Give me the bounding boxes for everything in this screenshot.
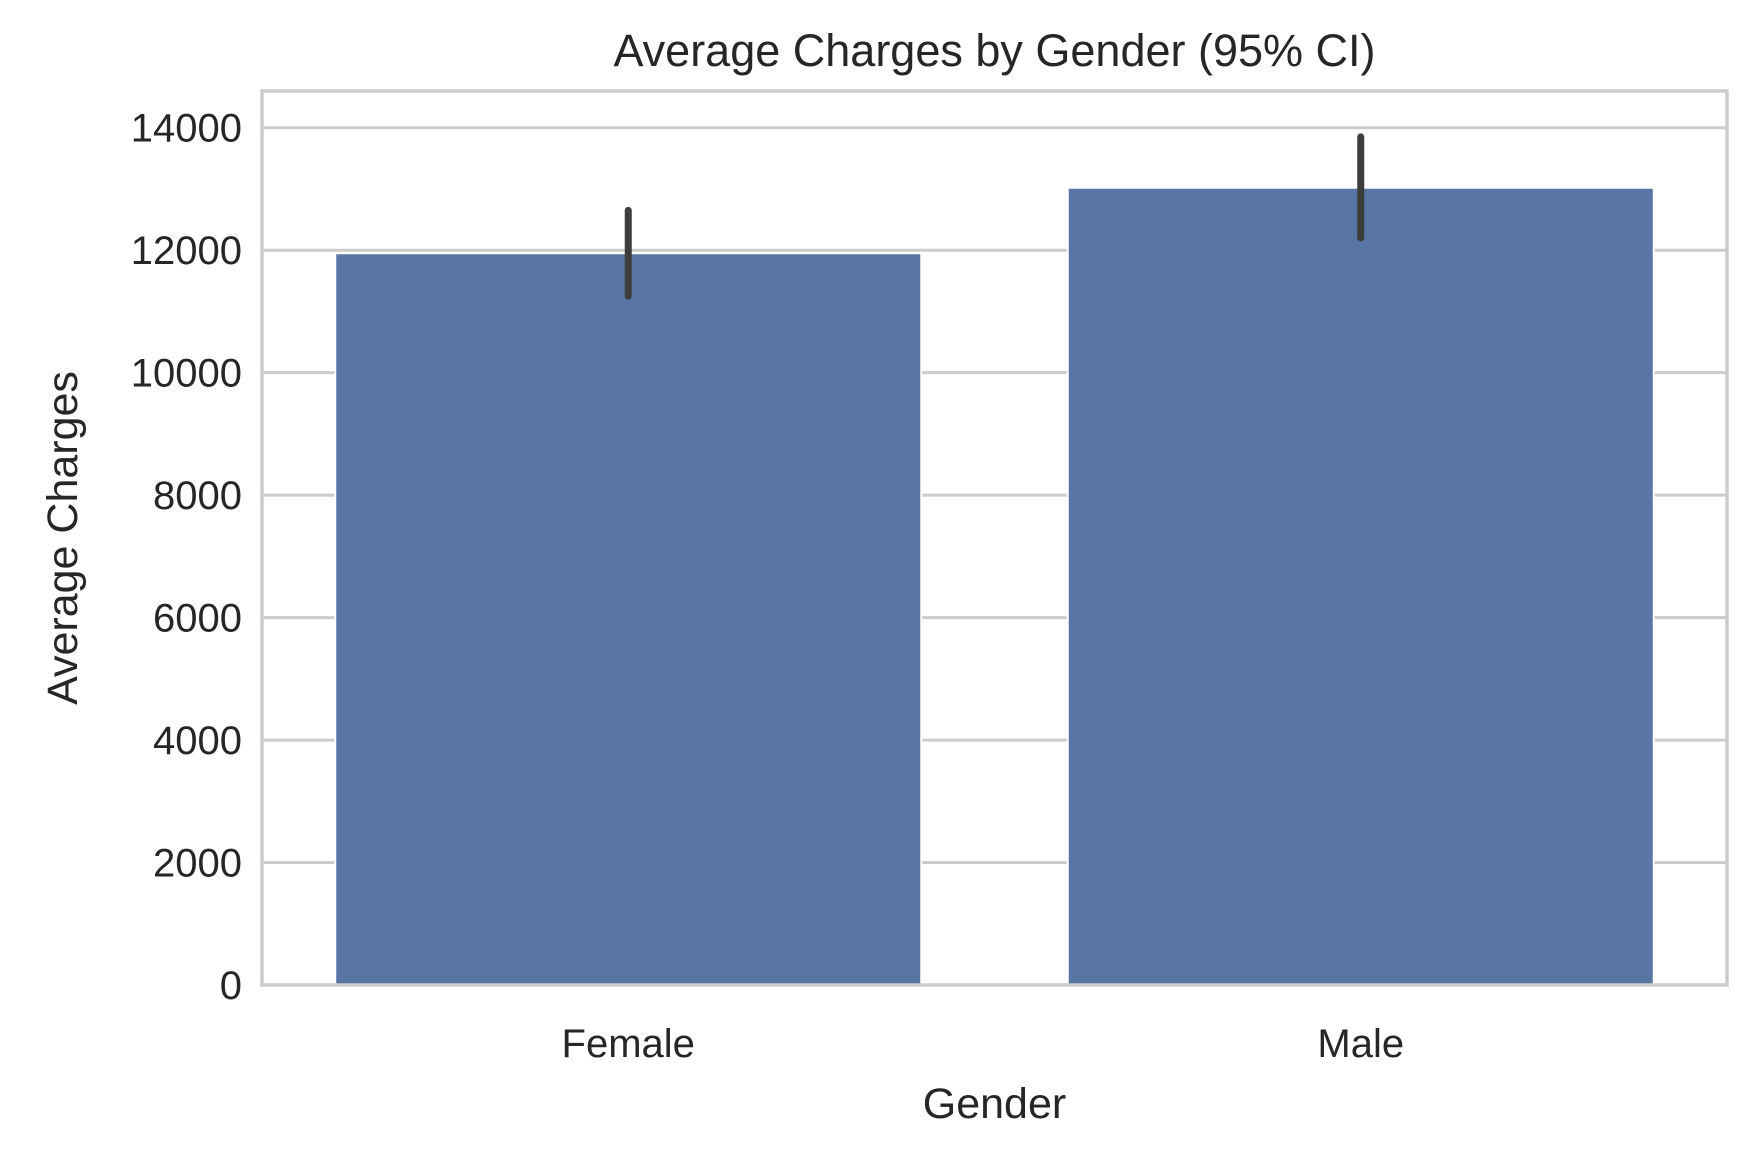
y-axis-label: Average Charges (39, 371, 87, 705)
y-tick-label: 4000 (153, 719, 242, 763)
x-tick-labels: Female Male (562, 1022, 1405, 1066)
y-tick-labels: 0 2000 4000 6000 8000 10000 12000 14000 (131, 107, 242, 1008)
y-tick-label: 2000 (153, 842, 242, 886)
x-axis-label: Gender (923, 1080, 1066, 1128)
y-tick-label: 0 (220, 964, 242, 1008)
plot-area-frame (260, 89, 1729, 987)
chart-title: Average Charges by Gender (95% CI) (613, 25, 1375, 76)
y-tick-label: 10000 (131, 352, 242, 396)
y-tick-label: 14000 (131, 107, 242, 151)
y-tick-label: 6000 (153, 597, 242, 641)
bars (334, 186, 1655, 987)
x-tick-label: Male (1317, 1022, 1404, 1066)
y-tick-label: 12000 (131, 229, 242, 273)
bar-male (1066, 186, 1655, 987)
error-bars (624, 133, 1365, 300)
y-tick-label: 8000 (153, 474, 242, 518)
bar-female (334, 252, 923, 986)
x-tick-label: Female (562, 1022, 695, 1066)
